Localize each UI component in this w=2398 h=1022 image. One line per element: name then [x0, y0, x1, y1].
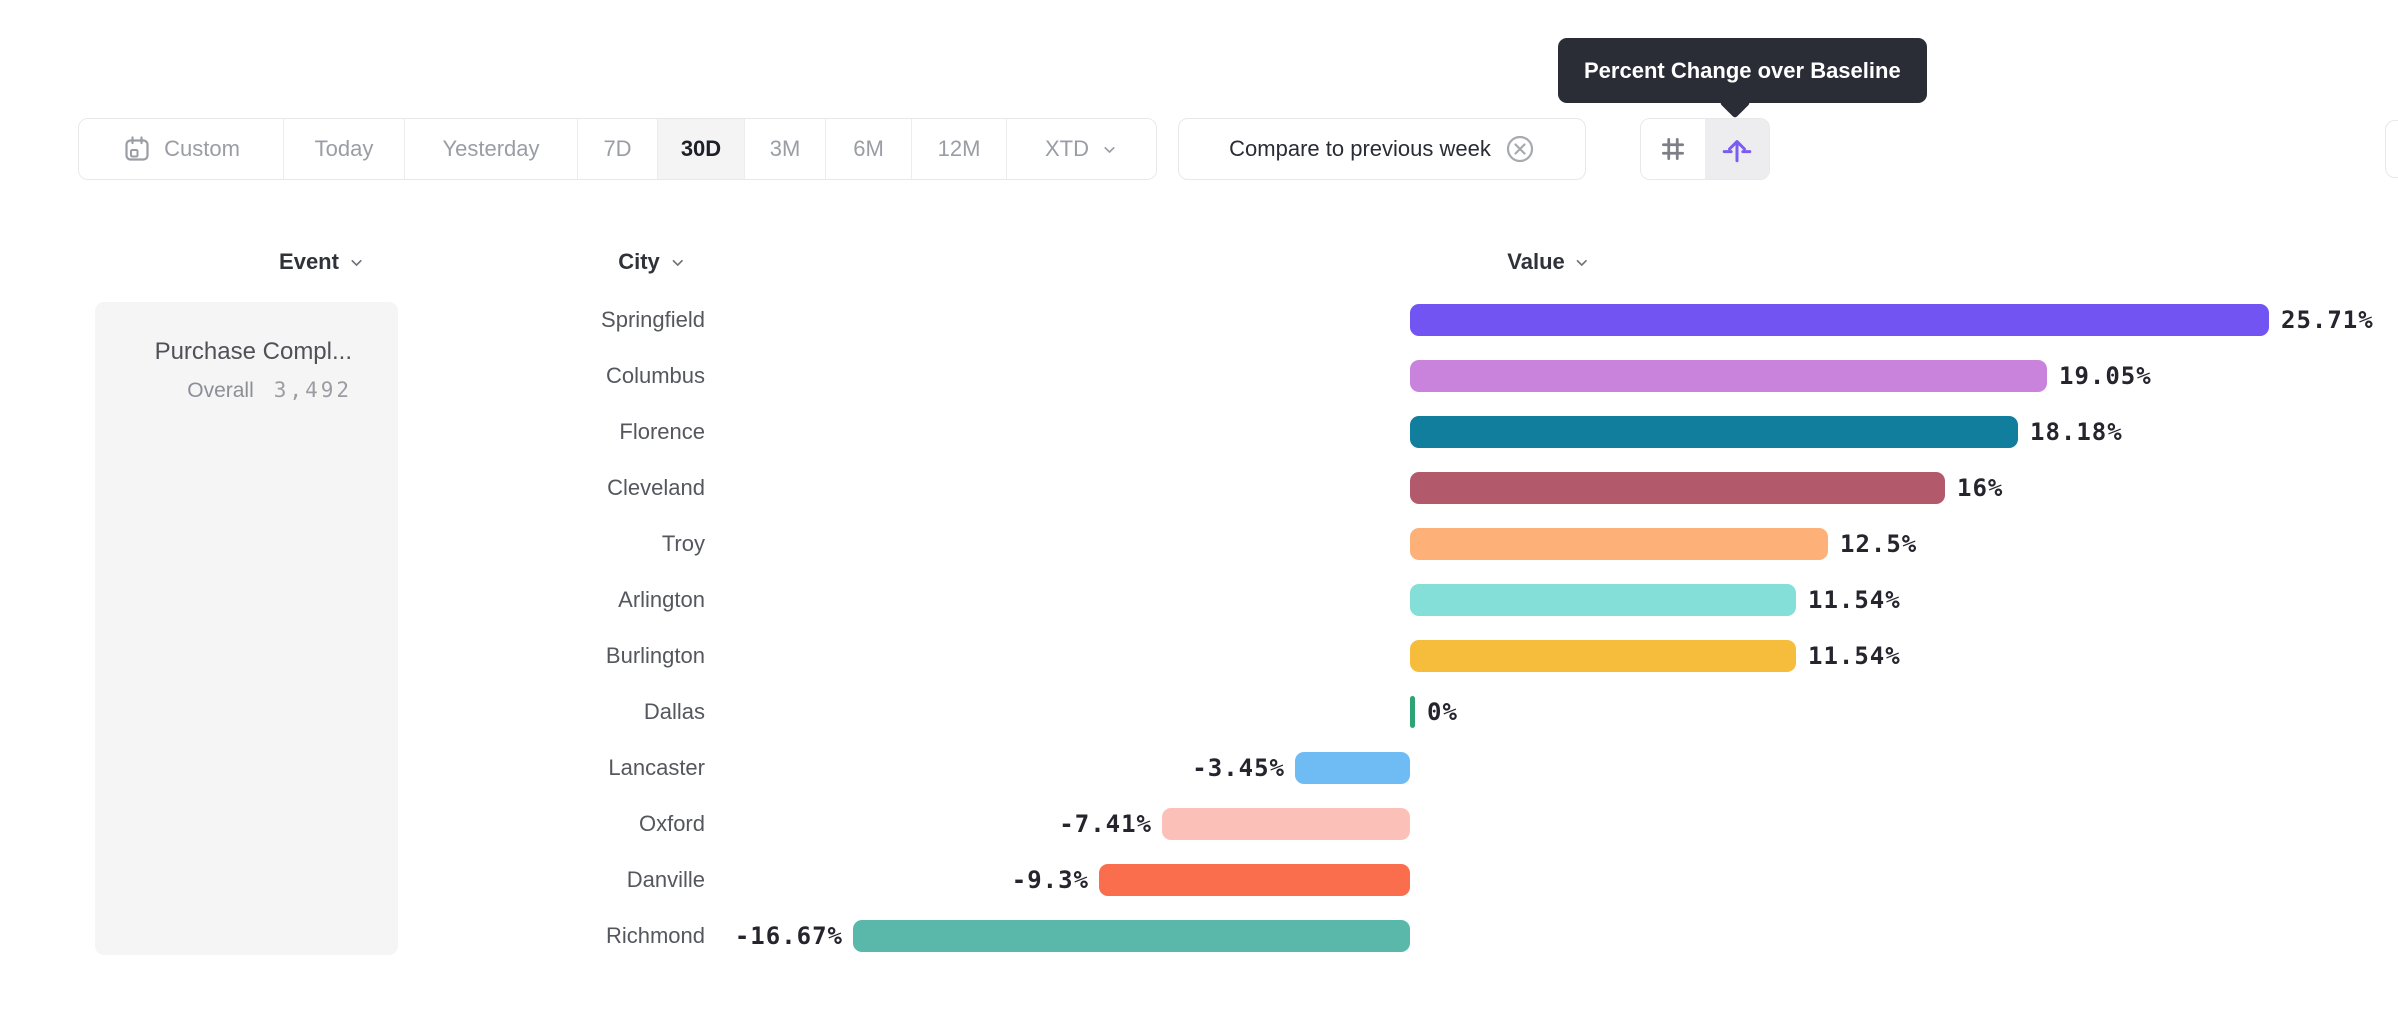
bar-oxford[interactable] — [1162, 808, 1410, 840]
column-header-event[interactable]: Event — [279, 240, 365, 284]
date-range-label: 7D — [603, 136, 632, 161]
column-header-value[interactable]: Value — [1507, 240, 1590, 284]
grid-view-button[interactable] — [1641, 119, 1705, 179]
date-range-label: 30D — [680, 136, 722, 161]
date-range-yesterday[interactable]: Yesterday — [405, 119, 578, 179]
percent-change-baseline-icon — [1721, 133, 1753, 165]
bar-burlington[interactable] — [1410, 640, 1796, 672]
chart-row-springfield: Springfield 25.71% — [0, 292, 2398, 348]
grid-icon — [1657, 133, 1689, 165]
column-header-value-label: Value — [1507, 249, 1565, 274]
date-range-xtd[interactable]: XTD — [1007, 119, 1156, 179]
date-range-label: Custom — [164, 136, 240, 161]
value-label-danville: -9.3% — [1011, 866, 1089, 894]
date-range-30d[interactable]: 30D — [658, 119, 745, 179]
chevron-down-icon — [672, 259, 683, 266]
column-header-city-label: City — [618, 249, 660, 274]
bar-troy[interactable] — [1410, 528, 1828, 560]
date-range-3m[interactable]: 3M — [745, 119, 826, 179]
value-label-cleveland: 16% — [1957, 474, 2004, 502]
date-range-label: Yesterday — [442, 136, 540, 161]
value-label-springfield: 25.71% — [2281, 306, 2374, 334]
bar-arlington[interactable] — [1410, 584, 1796, 616]
chart-row-danville: Danville -9.3% — [0, 852, 2398, 908]
date-range-label: Today — [314, 136, 374, 161]
date-range-label: 12M — [937, 136, 981, 161]
bar-dallas[interactable] — [1410, 696, 1415, 728]
chevron-down-icon — [1104, 146, 1115, 153]
clipped-edge-button[interactable] — [2385, 120, 2398, 178]
city-label-oxford: Oxford — [638, 811, 705, 836]
value-label-florence: 18.18% — [2030, 418, 2123, 446]
value-label-burlington: 11.54% — [1808, 642, 1901, 670]
chart-row-florence: Florence 18.18% — [0, 404, 2398, 460]
value-label-troy: 12.5% — [1840, 530, 1918, 558]
chart-row-burlington: Burlington 11.54% — [0, 628, 2398, 684]
tooltip: Percent Change over Baseline — [1558, 38, 1927, 103]
event-count: 3,492 — [273, 378, 352, 402]
chevron-down-icon — [1577, 259, 1588, 266]
chart-row-dallas: Dallas 0% — [0, 684, 2398, 740]
chart-row-arlington: Arlington 11.54% — [0, 572, 2398, 628]
bar-columbus[interactable] — [1410, 360, 2047, 392]
date-range-toolbar: Custom Today Yesterday 7D 30D 3M 6M 12M XTD — [78, 118, 1157, 180]
bar-danville[interactable] — [1099, 864, 1410, 896]
date-range-custom[interactable]: Custom — [79, 119, 284, 179]
city-label-troy: Troy — [661, 531, 705, 556]
event-segment-label: Overall — [187, 379, 254, 402]
event-panel[interactable]: Purchase Compl... Overall 3,492 — [95, 302, 398, 955]
compare-button[interactable]: Compare to previous week — [1178, 118, 1586, 180]
city-label-richmond: Richmond — [605, 923, 705, 948]
city-label-arlington: Arlington — [618, 587, 705, 612]
chart-row-oxford: Oxford -7.41% — [0, 796, 2398, 852]
chart-row-columbus: Columbus 19.05% — [0, 348, 2398, 404]
value-label-dallas: 0% — [1427, 698, 1458, 726]
city-label-cleveland: Cleveland — [607, 475, 705, 500]
calendar-icon — [125, 136, 149, 161]
date-range-6m[interactable]: 6M — [826, 119, 912, 179]
percent-change-baseline-button[interactable] — [1705, 119, 1769, 179]
value-label-arlington: 11.54% — [1808, 586, 1901, 614]
date-range-12m[interactable]: 12M — [912, 119, 1007, 179]
date-range-label: XTD — [1045, 136, 1089, 161]
city-label-lancaster: Lancaster — [608, 755, 705, 780]
tooltip-text: Percent Change over Baseline — [1584, 57, 1901, 83]
chart-row-troy: Troy 12.5% — [0, 516, 2398, 572]
value-label-lancaster: -3.45% — [1192, 754, 1285, 782]
chart-row-richmond: Richmond -16.67% — [0, 908, 2398, 964]
city-label-columbus: Columbus — [605, 363, 705, 388]
city-label-dallas: Dallas — [643, 699, 705, 724]
date-range-label: 6M — [853, 136, 884, 161]
column-header-city[interactable]: City — [618, 240, 686, 284]
date-range-7d[interactable]: 7D — [578, 119, 658, 179]
bar-springfield[interactable] — [1410, 304, 2269, 336]
column-header-event-label: Event — [279, 249, 339, 274]
bar-lancaster[interactable] — [1295, 752, 1410, 784]
dismiss-circle-icon[interactable] — [1505, 134, 1535, 164]
city-label-florence: Florence — [619, 419, 705, 444]
city-label-springfield: Springfield — [601, 307, 705, 332]
bar-cleveland[interactable] — [1410, 472, 1945, 504]
date-range-today[interactable]: Today — [284, 119, 405, 179]
date-range-label: 3M — [769, 136, 801, 161]
chevron-down-icon — [351, 259, 362, 266]
bar-richmond[interactable] — [853, 920, 1410, 952]
value-label-oxford: -7.41% — [1059, 810, 1152, 838]
value-label-richmond: -16.67% — [734, 922, 843, 950]
chart-row-cleveland: Cleveland 16% — [0, 460, 2398, 516]
event-name: Purchase Compl... — [154, 338, 352, 365]
bar-florence[interactable] — [1410, 416, 2018, 448]
compare-label: Compare to previous week — [1229, 136, 1491, 161]
city-label-danville: Danville — [626, 867, 705, 892]
city-label-burlington: Burlington — [605, 643, 705, 668]
event-summary: Overall 3,492 — [95, 378, 352, 403]
value-label-columbus: 19.05% — [2059, 362, 2152, 390]
view-toggle — [1640, 118, 1770, 180]
chart-row-lancaster: Lancaster -3.45% — [0, 740, 2398, 796]
